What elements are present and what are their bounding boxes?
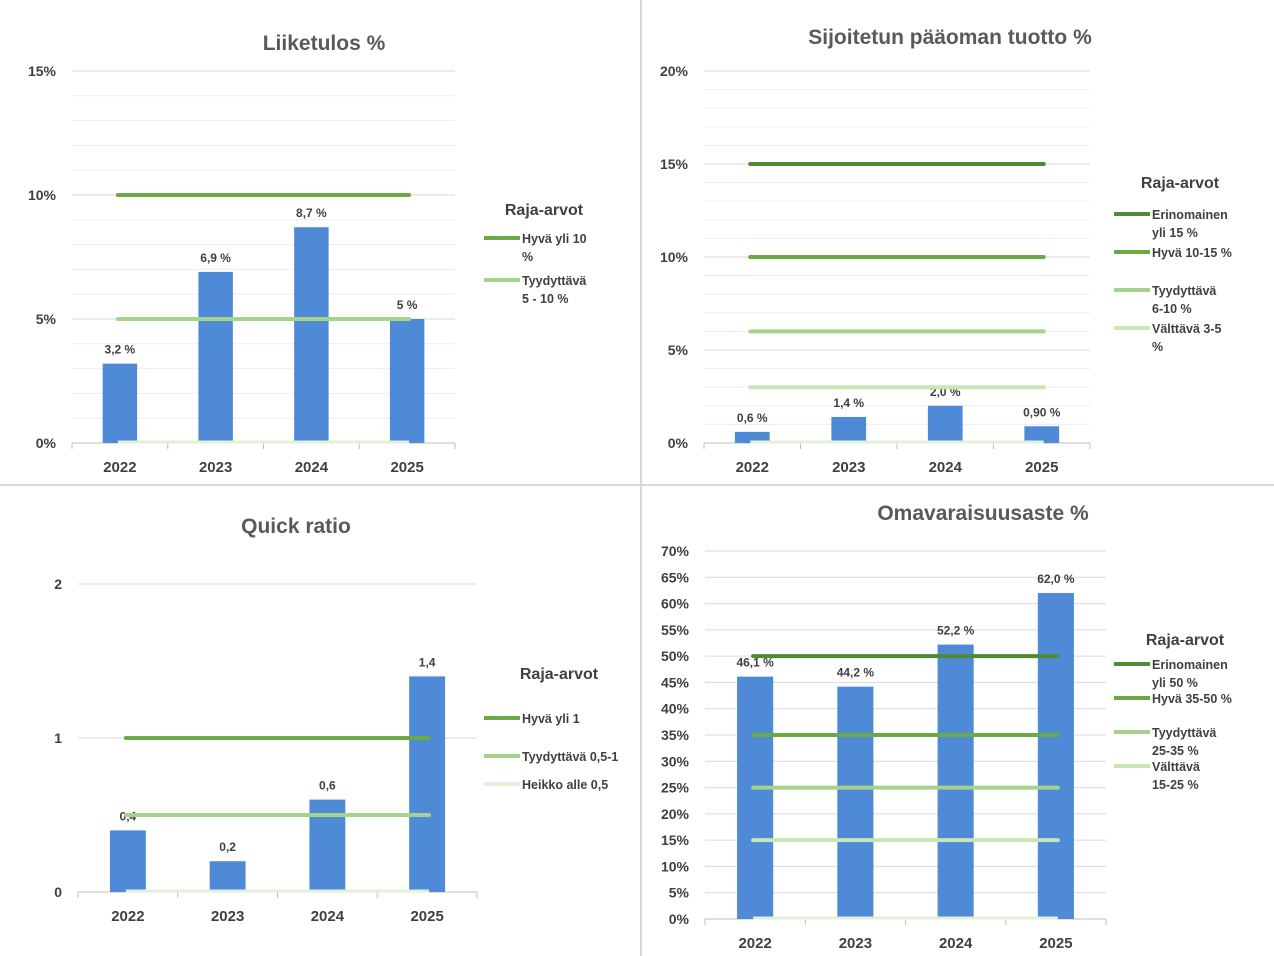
chart-title: Liiketulos % [263, 32, 386, 55]
y-tick-label: 20% [661, 806, 690, 822]
data-label: 0,2 [219, 840, 236, 854]
y-tick-label: 0% [668, 435, 689, 451]
data-label: 62,0 % [1037, 572, 1075, 586]
data-label: 0,6 [319, 779, 336, 793]
x-tick-label: 2024 [311, 908, 345, 925]
legend-title: Raja-arvot [505, 202, 584, 219]
y-tick-label: 5% [668, 342, 689, 358]
legend-label: Tyydyttävä 5 - 10 % [522, 274, 586, 306]
data-label: 0,6 % [737, 411, 768, 425]
x-tick-label: 2024 [295, 459, 329, 476]
legend-title: Raja-arvot [1146, 632, 1225, 649]
y-tick-label: 0% [669, 911, 690, 927]
chart-title: Omavaraisuusaste % [877, 502, 1089, 525]
legend-label: Hyvä yli 10% [522, 232, 587, 264]
chart-liiketulos: Liiketulos % 0% 5% 10% 15% 3,2 % 2022 6,9 % 2023… [0, 0, 638, 482]
y-tick-label: 15% [661, 832, 690, 848]
bar-2025 [409, 676, 446, 892]
x-tick-label: 2022 [111, 908, 144, 925]
y-tick-label: 1 [54, 730, 62, 746]
legend-title: Raja-arvot [1141, 175, 1220, 192]
data-label: 8,7 % [296, 206, 327, 220]
y-tick-label: 0% [36, 435, 57, 451]
x-tick-label: 2023 [832, 459, 865, 476]
legend-label: Hyvä 35-50 % [1152, 692, 1232, 706]
legend-label: Tyydyttävä 25-35 % [1152, 726, 1216, 758]
chart-quick-ratio: Quick ratio0120,420220,220230,620241,420… [0, 486, 638, 956]
y-tick-label: 50% [661, 648, 690, 664]
bar-2024 [294, 227, 329, 443]
data-label: 1,4 % [833, 396, 864, 410]
x-tick-label: 2022 [103, 459, 136, 476]
x-tick-label: 2025 [1025, 459, 1058, 476]
data-label: 44,2 % [837, 666, 875, 680]
bar-2023 [209, 861, 246, 892]
y-tick-label: 30% [661, 753, 690, 769]
y-tick-label: 40% [661, 701, 690, 717]
data-label: 52,2 % [937, 624, 975, 638]
legend-label: Välttävä 15-25 % [1152, 760, 1200, 792]
legend-label: Hyvä yli 1 [522, 712, 580, 726]
x-tick-label: 2022 [736, 459, 769, 476]
x-tick-label: 2024 [939, 935, 973, 952]
x-tick-label: 2023 [211, 908, 244, 925]
bar-2023 [198, 271, 233, 443]
data-label: 1,4 [419, 655, 436, 669]
y-tick-label: 10% [661, 858, 690, 874]
bar-2022 [734, 431, 770, 443]
y-tick-label: 25% [661, 780, 690, 796]
bar-2025 [389, 319, 425, 443]
data-label: 5 % [397, 298, 418, 312]
y-tick-label: 15% [660, 156, 689, 172]
bar-2025 [1024, 426, 1060, 443]
chart-sijoitetun-paaoman-tuotto: Sijoitetun pääoman tuotto % 0% 5% 10% 15% 20%… [642, 0, 1274, 482]
data-label: 6,9 % [200, 251, 231, 265]
bar-2023 [837, 686, 874, 919]
data-label: 46,1 % [736, 656, 774, 670]
bar-2023 [831, 416, 867, 443]
bar-2025 [1037, 593, 1074, 919]
y-tick-label: 65% [661, 569, 690, 585]
panel-divider-horizontal [0, 484, 1274, 486]
y-tick-label: 70% [661, 543, 690, 559]
legend-label: Erinomainen yli 15 % [1152, 208, 1228, 240]
bar-2022 [102, 363, 138, 443]
legend-label: Heikko alle 0,5 [522, 778, 608, 792]
data-label: 3,2 % [105, 343, 136, 357]
y-tick-label: 2 [54, 576, 62, 592]
y-tick-label: 60% [661, 596, 690, 612]
x-tick-label: 2024 [929, 459, 963, 476]
x-tick-label: 2023 [839, 935, 872, 952]
legend-label: Tyydyttävä 0,5-1 [522, 750, 618, 764]
legend-label: Välttävä 3-5% [1152, 322, 1222, 354]
y-tick-label: 20% [660, 63, 689, 79]
y-tick-label: 5% [36, 311, 57, 327]
bar-2024 [937, 644, 974, 919]
y-tick-label: 0 [54, 884, 62, 900]
bar-2022 [109, 830, 146, 892]
data-label: 0,90 % [1023, 405, 1061, 419]
y-tick-label: 10% [660, 249, 689, 265]
chart-title: Quick ratio [241, 515, 351, 538]
legend-label: Tyydyttävä 6-10 % [1152, 284, 1216, 316]
x-tick-label: 2025 [1039, 935, 1072, 952]
y-tick-label: 35% [661, 727, 690, 743]
x-tick-label: 2022 [738, 935, 771, 952]
y-tick-label: 15% [28, 63, 57, 79]
x-tick-label: 2025 [410, 908, 443, 925]
x-tick-label: 2023 [199, 459, 232, 476]
bar-2024 [927, 405, 963, 443]
y-tick-label: 10% [28, 187, 57, 203]
legend-title: Raja-arvot [520, 666, 599, 683]
legend-label: Erinomainen yli 50 % [1152, 658, 1228, 690]
panel-divider-vertical [640, 0, 642, 956]
y-tick-label: 5% [669, 885, 690, 901]
legend-label: Hyvä 10-15 % [1152, 246, 1232, 260]
x-tick-label: 2025 [390, 459, 423, 476]
y-tick-label: 45% [661, 674, 690, 690]
y-tick-label: 55% [661, 622, 690, 638]
chart-omavaraisuusaste: Omavaraisuusaste % 0% 5% 10% 15% 20% 25% 30% 35%… [642, 486, 1274, 956]
bar-2022 [737, 676, 774, 919]
chart-title: Sijoitetun pääoman tuotto % [808, 26, 1092, 49]
